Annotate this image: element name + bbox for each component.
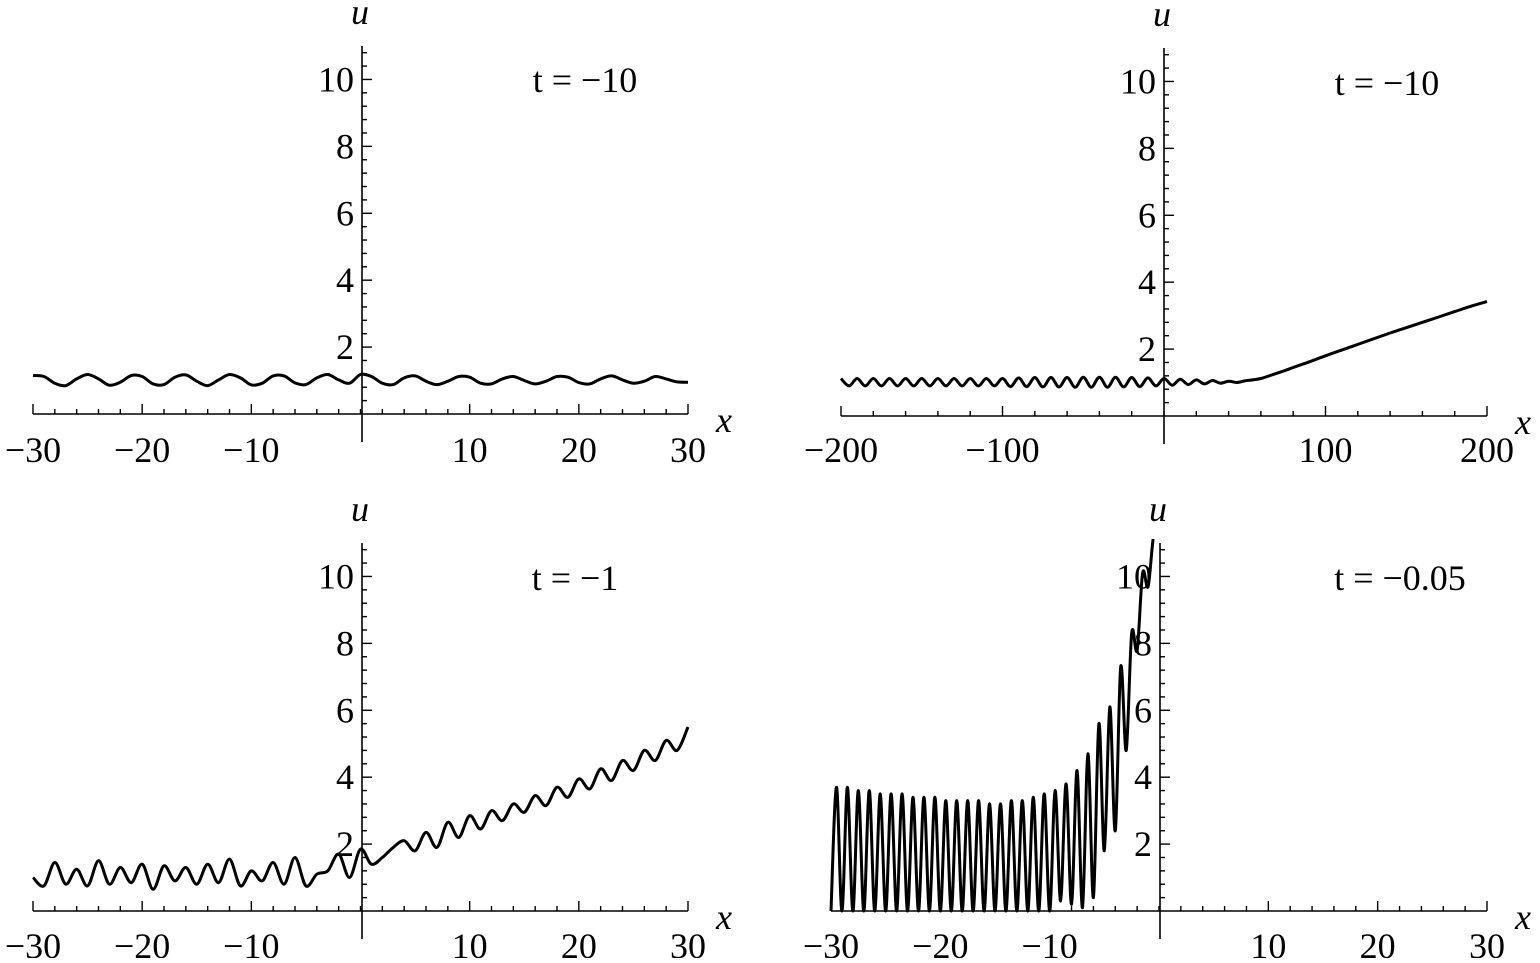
x-tick-label: −10 bbox=[223, 430, 279, 470]
x-tick-label: 30 bbox=[1469, 926, 1505, 958]
x-tick-label: 20 bbox=[561, 430, 597, 470]
y-axis-label: u bbox=[351, 0, 369, 32]
x-tick-label: −20 bbox=[114, 430, 170, 470]
x-tick-label: −20 bbox=[912, 926, 968, 958]
x-tick-label: 10 bbox=[452, 430, 488, 470]
y-tick-label: 8 bbox=[336, 126, 354, 166]
x-tick-label: 100 bbox=[1299, 430, 1353, 470]
y-tick-label: 6 bbox=[1138, 195, 1156, 235]
x-tick-label: −30 bbox=[5, 430, 61, 470]
y-tick-label: 10 bbox=[1116, 556, 1152, 596]
y-tick-label: 6 bbox=[336, 193, 354, 233]
x-axis-label: x bbox=[1514, 402, 1531, 442]
x-tick-label: 20 bbox=[561, 926, 597, 958]
series-line bbox=[829, 539, 1155, 913]
x-tick-label: −200 bbox=[804, 430, 878, 470]
y-tick-label: 10 bbox=[1120, 61, 1156, 101]
y-axis-label: u bbox=[351, 489, 369, 529]
y-tick-label: 8 bbox=[336, 623, 354, 663]
x-tick-label: −10 bbox=[1022, 926, 1078, 958]
y-axis-label: u bbox=[1153, 0, 1171, 34]
x-axis-label: x bbox=[715, 400, 732, 440]
x-tick-label: 200 bbox=[1460, 430, 1514, 470]
series-line bbox=[32, 372, 689, 388]
y-axis-label: u bbox=[1149, 489, 1167, 529]
time-annotation: t = −10 bbox=[533, 60, 638, 100]
y-tick-label: 2 bbox=[1134, 824, 1152, 864]
time-annotation: t = −0.05 bbox=[1334, 558, 1466, 598]
x-tick-label: −20 bbox=[114, 926, 170, 958]
x-tick-label: 20 bbox=[1360, 926, 1396, 958]
y-tick-label: 4 bbox=[336, 260, 354, 300]
x-tick-label: 10 bbox=[452, 926, 488, 958]
y-tick-label: 6 bbox=[336, 690, 354, 730]
x-tick-label: −10 bbox=[223, 926, 279, 958]
x-tick-label: 30 bbox=[670, 430, 706, 470]
panel-top-left: −30 −20 −10 10 20 30 2 4 6 8 10 x u t = −10 bbox=[5, 0, 732, 470]
y-tick-label: 2 bbox=[336, 824, 354, 864]
x-tick-label: −30 bbox=[803, 926, 859, 958]
x-tick-label: −100 bbox=[965, 430, 1039, 470]
y-tick-label: 10 bbox=[318, 59, 354, 99]
y-tick-label: 6 bbox=[1134, 690, 1152, 730]
y-tick-label: 4 bbox=[336, 757, 354, 797]
y-tick-label: 2 bbox=[336, 327, 354, 367]
panel-bottom-left: −30 −20 −10 10 20 30 2 4 6 8 10 x u t = −1 bbox=[5, 489, 732, 963]
y-tick-label: 4 bbox=[1138, 262, 1156, 302]
series-line bbox=[31, 726, 690, 891]
time-annotation: t = −10 bbox=[1335, 63, 1440, 103]
x-axis-label: x bbox=[715, 897, 732, 937]
x-axis-label: x bbox=[1514, 897, 1531, 937]
panel-top-right: −200 −100 100 200 2 4 6 8 10 x u t = −10 bbox=[804, 0, 1531, 470]
x-tick-label: −30 bbox=[5, 926, 61, 958]
x-tick-label: 10 bbox=[1250, 926, 1286, 958]
y-tick-label: 4 bbox=[1134, 757, 1152, 797]
x-tick-label: 30 bbox=[670, 926, 706, 958]
y-tick-label: 8 bbox=[1138, 128, 1156, 168]
time-annotation: t = −1 bbox=[532, 558, 619, 598]
y-tick-label: 2 bbox=[1138, 329, 1156, 369]
y-tick-label: 10 bbox=[318, 556, 354, 596]
series-line bbox=[839, 300, 1488, 389]
